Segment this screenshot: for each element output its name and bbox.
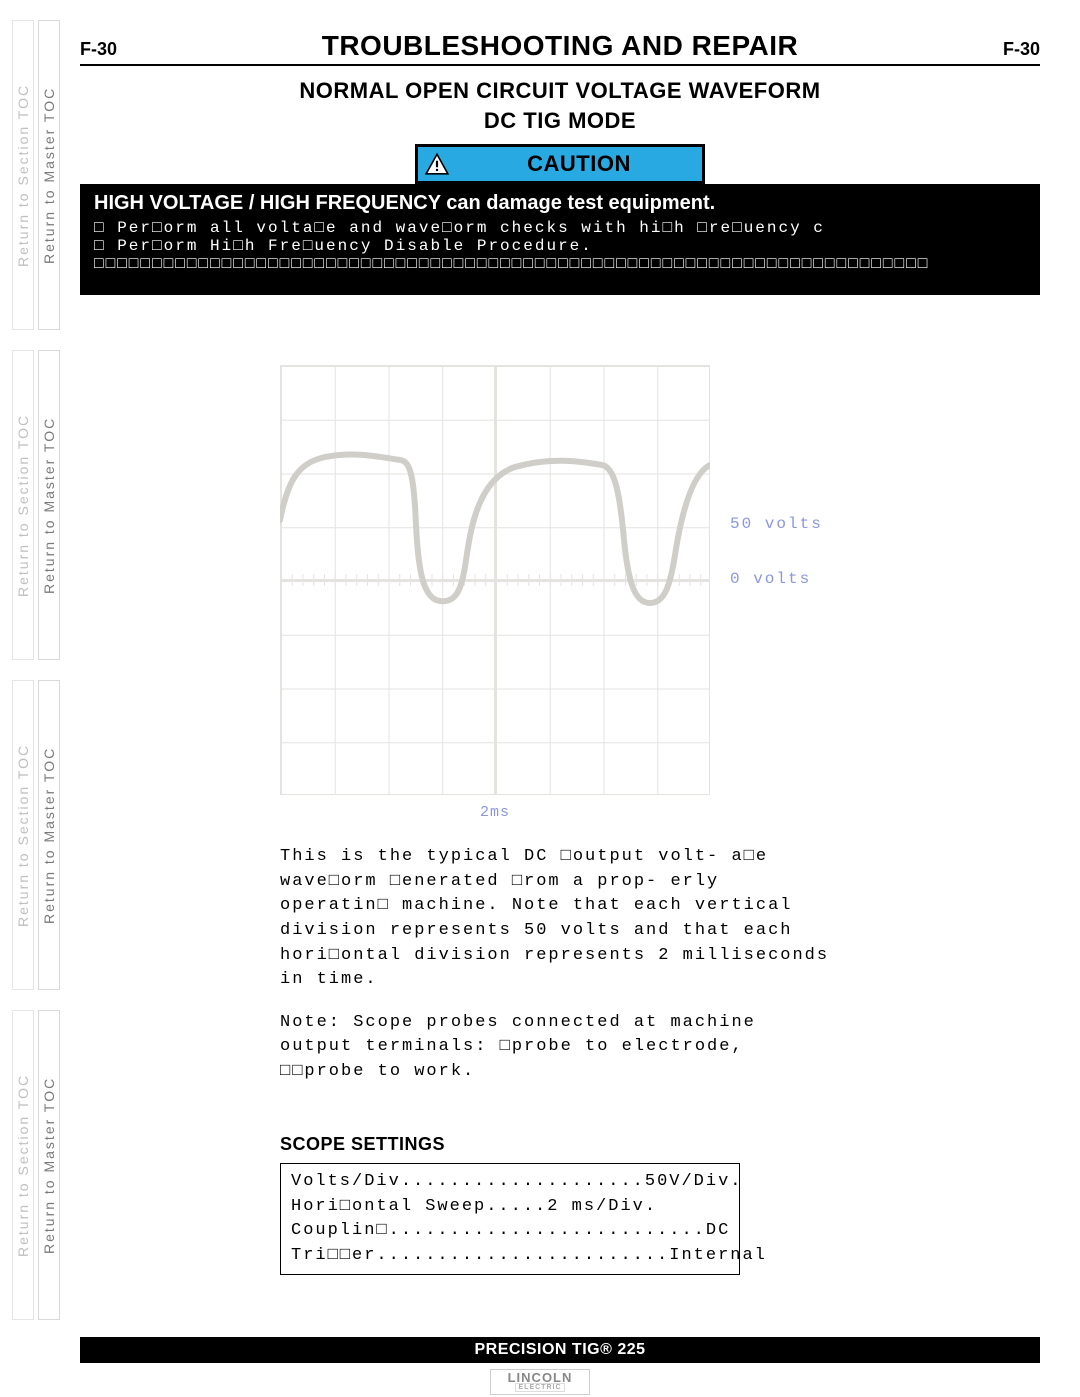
subtitle-line1: NORMAL OPEN CIRCUIT VOLTAGE WAVEFORM: [80, 78, 1040, 104]
page-number-right: F-30: [1003, 39, 1040, 60]
scope-settings-heading: SCOPE SETTINGS: [280, 1131, 840, 1157]
page-header: F-30 TROUBLESHOOTING AND REPAIR F-30: [80, 30, 1040, 66]
toc-section-link[interactable]: Return to Section TOC: [12, 20, 34, 330]
scope-row: Hori□ontal Sweep.....2 ms/Div.: [291, 1195, 729, 1220]
toc-master-link[interactable]: Return to Master TOC: [38, 20, 60, 330]
toc-section-link[interactable]: Return to Section TOC: [12, 680, 34, 990]
toc-master-link[interactable]: Return to Master TOC: [38, 1010, 60, 1320]
subtitle-line2: DC TIG MODE: [80, 108, 1040, 134]
toc-section-link[interactable]: Return to Section TOC: [12, 1010, 34, 1320]
warning-line: □ Per□orm all volta□e and wave□orm check…: [94, 219, 1026, 237]
axis-label-50v: 50 volts: [730, 515, 823, 533]
toc-section-link[interactable]: Return to Section TOC: [12, 350, 34, 660]
scope-row: Tri□□er........................Internal: [291, 1244, 729, 1269]
logo-main: LINCOLN: [508, 1370, 573, 1385]
logo-sub: ELECTRIC: [515, 1383, 565, 1392]
warning-line: □ Per□orm Hi□h Fre□uency Disable Procedu…: [94, 237, 1026, 255]
footer-bar: PRECISION TIG® 225: [80, 1337, 1040, 1363]
description-text: This is the typical DC □output volt- a□e…: [280, 845, 840, 1275]
toc-master-link[interactable]: Return to Master TOC: [38, 680, 60, 990]
warning-triangle-icon: [418, 147, 456, 181]
caution-label: CAUTION: [456, 147, 702, 181]
waveform-path: [280, 454, 710, 603]
page-number-left: F-30: [80, 39, 117, 60]
page-title: TROUBLESHOOTING AND REPAIR: [322, 30, 799, 62]
axis-label-0v: 0 volts: [730, 570, 811, 588]
scope-settings-box: Volts/Div....................50V/Div. Ho…: [280, 1163, 740, 1276]
scope-row: Volts/Div....................50V/Div.: [291, 1170, 729, 1195]
waveform-trace: [280, 365, 710, 795]
axis-label-2ms: 2ms: [280, 804, 710, 821]
warning-line: □□□□□□□□□□□□□□□□□□□□□□□□□□□□□□□□□□□□□□□□…: [94, 255, 1026, 273]
brand-logo: LINCOLN ELECTRIC: [490, 1369, 590, 1395]
page-content: F-30 TROUBLESHOOTING AND REPAIR F-30 NOR…: [80, 30, 1040, 1370]
description-p1: This is the typical DC □output volt- a□e…: [280, 845, 840, 993]
toc-master-link[interactable]: Return to Master TOC: [38, 350, 60, 660]
oscilloscope-chart: 50 volts 0 volts 2ms: [280, 365, 840, 795]
scope-row: Couplin□..........................DC: [291, 1219, 729, 1244]
description-p2: Note: Scope probes connected at machine …: [280, 1011, 840, 1085]
caution-badge: CAUTION: [415, 144, 705, 184]
warning-heading: HIGH VOLTAGE / HIGH FREQUENCY can damage…: [94, 192, 1026, 215]
warning-box: HIGH VOLTAGE / HIGH FREQUENCY can damage…: [80, 184, 1040, 295]
